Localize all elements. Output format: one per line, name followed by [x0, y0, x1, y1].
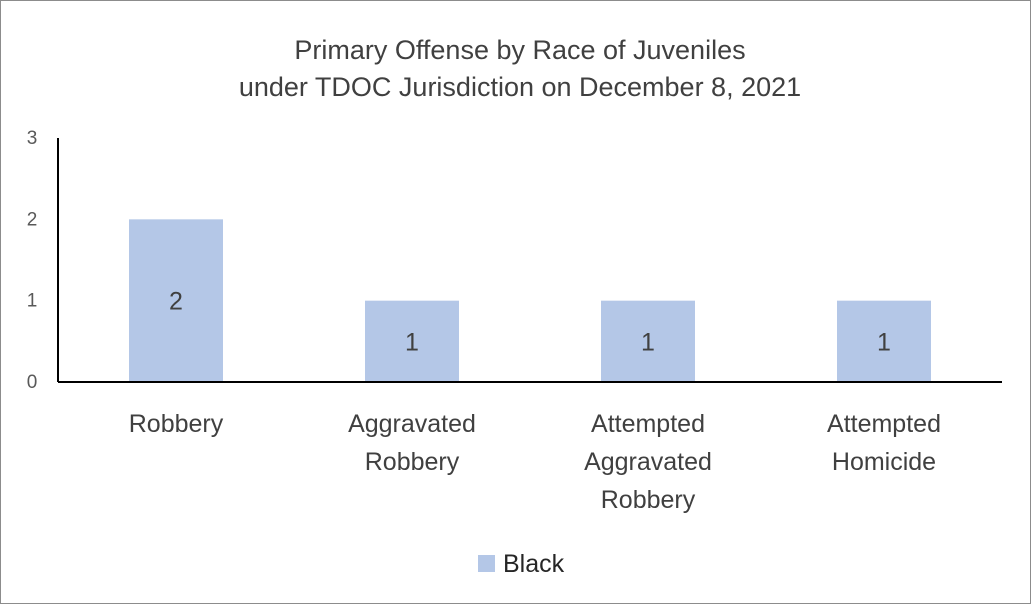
category-label: Aggravated — [348, 410, 476, 438]
y-tick-label: 0 — [27, 372, 38, 393]
category-label: Aggravated — [584, 448, 712, 476]
category-label: Attempted — [827, 410, 941, 438]
category-label: Robbery — [601, 486, 696, 514]
chart-title-line: Primary Offense by Race of Juveniles — [294, 35, 745, 65]
x-axis-category-labels: Robbery Aggravated Robbery Attempted Aggrava… — [129, 410, 941, 514]
bar — [837, 300, 931, 382]
bar — [129, 219, 223, 382]
category-label: Homicide — [832, 448, 936, 476]
y-tick-label: 2 — [27, 209, 38, 230]
y-tick-label: 3 — [27, 128, 38, 149]
chart-title: Primary Offense by Race of Juveniles unde… — [239, 35, 801, 102]
chart-title-line: under TDOC Jurisdiction on December 8, 2… — [239, 72, 801, 102]
bars — [129, 219, 931, 382]
category-label: Robbery — [365, 448, 460, 476]
legend: Black — [478, 550, 565, 578]
category-label: Robbery — [129, 410, 224, 438]
legend-label: Black — [503, 550, 565, 578]
category-label: Attempted — [591, 410, 705, 438]
axes — [57, 138, 1002, 383]
data-label: 1 — [877, 328, 891, 356]
legend-swatch — [478, 555, 495, 572]
data-label: 2 — [169, 288, 183, 316]
bar — [601, 300, 695, 382]
y-axis-tick-labels: 0 1 2 3 — [27, 128, 38, 393]
data-labels: 2 1 1 1 — [169, 288, 891, 357]
data-label: 1 — [405, 328, 419, 356]
data-label: 1 — [641, 328, 655, 356]
bar — [365, 300, 459, 382]
y-tick-label: 1 — [27, 291, 38, 312]
